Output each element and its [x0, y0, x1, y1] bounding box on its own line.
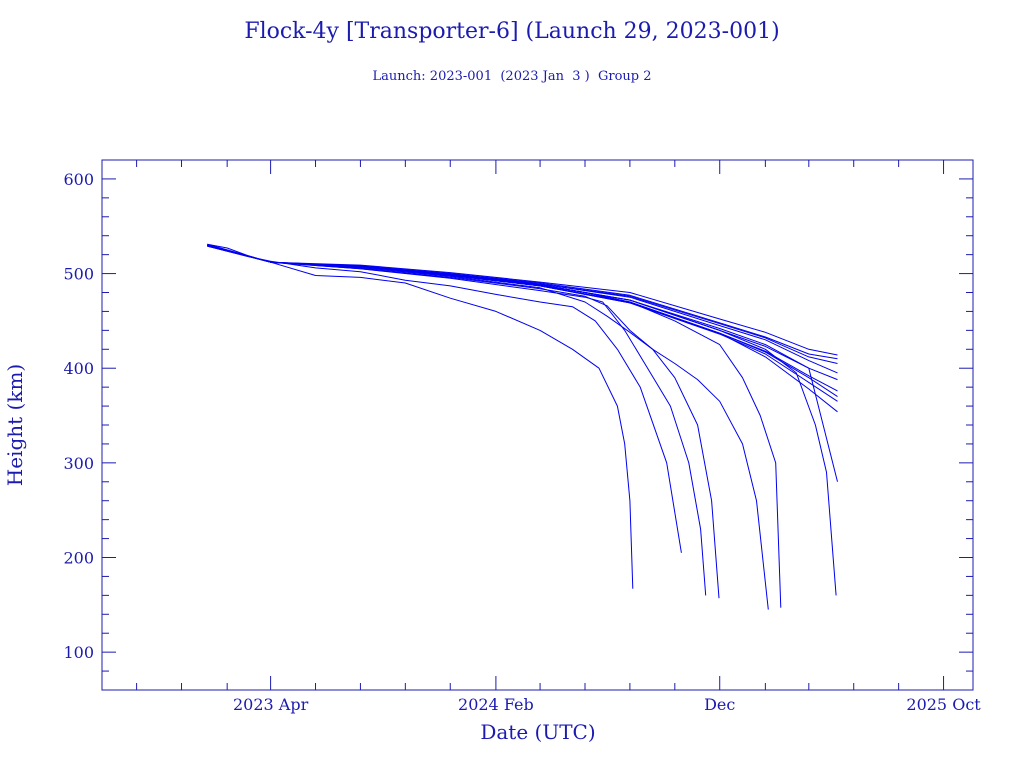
y-tick-label: 100 [63, 643, 94, 662]
series-line-16 [207, 244, 838, 413]
y-tick-label: 300 [63, 454, 94, 473]
series-line-7 [207, 244, 837, 596]
y-tick-label: 500 [63, 265, 94, 284]
x-axis-label: Date (UTC) [480, 720, 595, 744]
tick-labels: 100 200 300 400 500 600 2023 Apr 2024 Feb Dec 202… [63, 170, 981, 714]
y-axis-label: Height (km) [3, 364, 27, 486]
series-line-2 [207, 245, 682, 553]
series-line-6 [207, 243, 782, 608]
series-line-5 [207, 245, 769, 610]
series-group [207, 243, 838, 610]
chart-subtitle: Launch: 2023-001 (2023 Jan 3 ) Group 2 [373, 69, 652, 84]
axis-ticks [102, 159, 973, 690]
x-tick-label: 2023 Apr [233, 695, 309, 714]
series-line-11 [207, 244, 838, 360]
series-line-17 [207, 244, 838, 398]
series-line-14 [207, 244, 838, 392]
chart-title: Flock-4y [Transporter-6] (Launch 29, 202… [244, 19, 779, 44]
x-tick-label: 2025 Oct [906, 695, 981, 714]
series-line-4 [207, 244, 720, 599]
x-tick-label: 2024 Feb [458, 695, 534, 714]
series-line-12 [207, 244, 838, 356]
y-tick-label: 200 [63, 549, 94, 568]
x-tick-label: Dec [704, 695, 735, 714]
y-tick-label: 600 [63, 170, 94, 189]
series-line-13 [207, 244, 838, 381]
series-line-1 [207, 243, 634, 589]
y-tick-label: 400 [63, 359, 94, 378]
plot-frame [101, 159, 974, 691]
